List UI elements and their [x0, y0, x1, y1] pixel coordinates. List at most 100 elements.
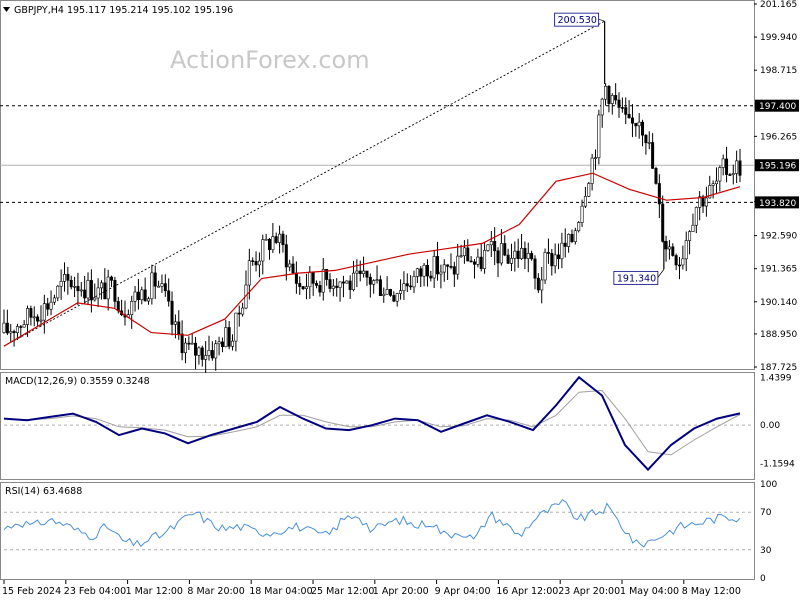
candle-body — [415, 268, 419, 277]
candle-body — [593, 157, 597, 159]
candle-body — [654, 168, 658, 184]
candle-body — [399, 290, 403, 294]
time-tick-label: 9 Apr 04:00 — [435, 586, 491, 597]
candle-body — [681, 258, 685, 266]
candle-body — [180, 333, 184, 354]
candle-body — [735, 160, 739, 174]
candle-body — [610, 95, 614, 104]
candle-body — [358, 270, 362, 274]
candle-body — [627, 114, 631, 119]
price-tick-label: 196.265 — [760, 132, 797, 142]
candle-body — [486, 244, 490, 251]
candle-body — [224, 327, 228, 348]
candle-body — [5, 322, 9, 334]
candle-body — [661, 203, 665, 242]
candle-body — [530, 253, 534, 260]
candle-body — [331, 285, 335, 289]
candle-body — [473, 261, 477, 265]
candle-body — [738, 160, 742, 176]
candle-body — [493, 241, 497, 252]
candle-body — [9, 331, 13, 334]
candle-body — [647, 142, 651, 144]
candle-body — [304, 286, 308, 290]
candle-body — [617, 99, 621, 108]
candle-body — [664, 241, 668, 250]
candle-body — [207, 350, 211, 356]
candle-body — [496, 250, 500, 264]
candle-body — [620, 107, 624, 109]
candle-body — [143, 289, 147, 302]
candle-body — [36, 316, 40, 322]
candle-body — [425, 264, 429, 277]
candle-body — [291, 263, 295, 274]
candle-body — [476, 256, 480, 265]
candle-body — [506, 254, 510, 264]
candle-body — [130, 300, 134, 315]
candle-body — [345, 280, 349, 284]
candle-body — [167, 290, 171, 302]
candle-body — [516, 250, 520, 260]
candle-body — [577, 222, 581, 232]
candle-body — [86, 280, 90, 299]
candle-body — [365, 270, 369, 278]
candle-body — [32, 316, 36, 319]
annotation-box — [613, 270, 659, 285]
candle-body — [264, 238, 268, 241]
candle-body — [698, 196, 702, 208]
candle-body — [395, 293, 399, 302]
candle-body — [452, 266, 456, 275]
candle-body — [375, 279, 379, 281]
watermark-text: ActionForex.com — [170, 46, 370, 74]
candle-body — [412, 276, 416, 288]
candle-body — [362, 270, 366, 274]
candle-body — [163, 283, 167, 292]
candle-body — [674, 255, 678, 266]
rsi-title: RSI(14) 63.4688 — [5, 486, 82, 497]
candle-body — [523, 247, 527, 259]
time-tick-label: 8 May 12:00 — [682, 586, 741, 597]
candle-body — [241, 307, 245, 315]
candle-body — [257, 260, 261, 266]
dropdown-icon[interactable] — [3, 7, 10, 12]
candle-body — [607, 85, 611, 104]
candle-body — [728, 174, 732, 176]
candle-body — [56, 285, 60, 299]
candle-body — [348, 280, 352, 290]
candle-body — [372, 280, 376, 285]
candle-body — [22, 324, 26, 328]
candle-body — [721, 158, 725, 168]
candle-body — [446, 264, 450, 267]
price-tick-label: 198.715 — [760, 66, 797, 76]
time-tick-label: 1 May 04:00 — [620, 586, 679, 597]
candle-body — [200, 347, 204, 360]
candle-body — [499, 243, 503, 264]
time-tick-label: 1 Mar 12:00 — [126, 586, 183, 597]
annotation-leader — [598, 18, 605, 22]
candle-body — [288, 263, 292, 268]
price-tick-label: 190.140 — [760, 298, 797, 308]
candle-body — [335, 285, 339, 288]
candle-body — [170, 300, 174, 325]
time-tick-label: 8 Mar 20:00 — [187, 586, 244, 597]
candle-body — [106, 276, 110, 300]
candle-body — [725, 158, 729, 175]
candle-body — [321, 268, 325, 293]
candle-body — [352, 272, 356, 290]
annotation-label: 200.530 — [558, 15, 597, 26]
candle-body — [503, 243, 507, 256]
candle-body — [247, 260, 251, 286]
candle-body — [567, 234, 571, 247]
candle-body — [308, 271, 312, 288]
rsi-tick-label: 0 — [760, 574, 766, 584]
candle-body — [436, 256, 440, 275]
price-tick-label: 201.165 — [760, 0, 797, 10]
time-tick-label: 23 Feb 04:00 — [64, 586, 126, 597]
candle-body — [325, 268, 329, 280]
candle-body — [110, 276, 114, 281]
candle-body — [227, 327, 231, 347]
candle-body — [432, 256, 436, 279]
candle-body — [711, 183, 715, 186]
candle-body — [641, 121, 645, 136]
candle-body — [651, 142, 655, 169]
candle-body — [281, 233, 285, 245]
